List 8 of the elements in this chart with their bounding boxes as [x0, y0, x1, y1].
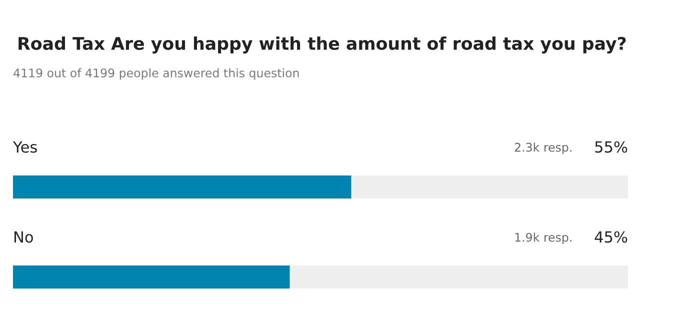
y-tick-label: Yes: [12, 141, 37, 153]
annotation: 1.9k resp.: [515, 232, 572, 244]
y-tick-label: No: [14, 231, 33, 243]
chart-title: Road Tax Are you happy with the amount of road tax you pay?: [18, 36, 626, 54]
annotation: 2.3k resp.: [514, 142, 572, 154]
chart-subtitle: 4119 out of 4199 people answered this question: [14, 68, 299, 80]
data-label: 55%: [595, 141, 628, 153]
data-label: 45%: [594, 231, 628, 243]
